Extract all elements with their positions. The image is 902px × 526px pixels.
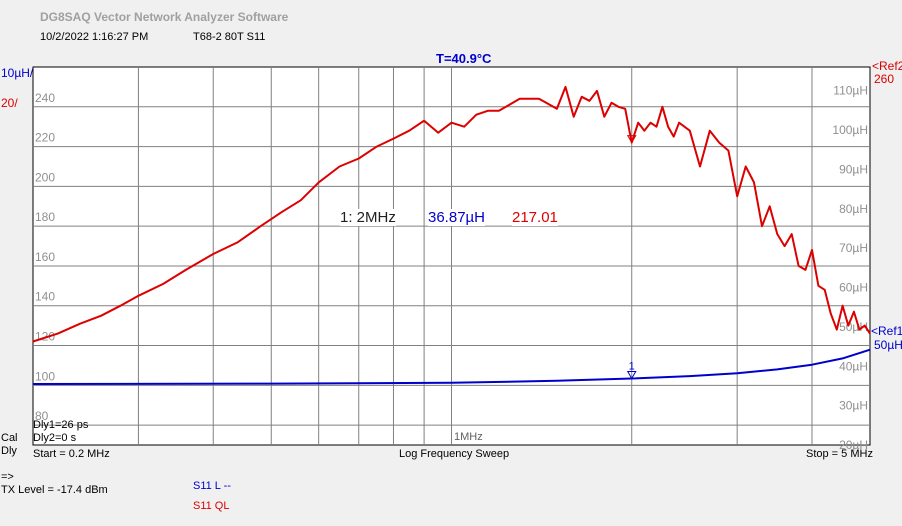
- app-title: DG8SAQ Vector Network Analyzer Software: [40, 10, 289, 24]
- legend-inductance[interactable]: S11 L --: [193, 480, 231, 492]
- dly-indicator: Dly: [1, 445, 17, 457]
- series-inductance-line: [32, 348, 871, 385]
- right-tick-label: 90µH: [839, 162, 868, 176]
- stop-frequency: Stop = 5 MHz: [806, 448, 873, 460]
- tx-level: TX Level = -17.4 dBm: [1, 484, 108, 496]
- left-tick-label: 180: [35, 210, 55, 224]
- left-tick-labels: 80 100 120 140 160 180 200 220 240: [35, 91, 55, 423]
- temperature: T=40.9°C: [436, 51, 492, 66]
- marker-triangle-ql[interactable]: [626, 135, 637, 144]
- left-scale-blue: 10µH/: [1, 66, 34, 80]
- left-tick-label: 140: [35, 290, 55, 304]
- legend-ql[interactable]: S11 QL: [193, 500, 230, 512]
- left-tick-label: 100: [35, 369, 55, 383]
- markers: 1: [626, 135, 637, 380]
- marker-readout-ql: 217.01: [512, 209, 558, 226]
- timestamp: 10/2/2022 1:16:27 PM: [40, 31, 149, 43]
- measurement-label: T68-2 80T S11: [193, 31, 266, 43]
- left-tick-label: 220: [35, 131, 55, 145]
- series: [32, 85, 871, 385]
- right-tick-label: 40µH: [839, 359, 868, 373]
- mhz-gridline-label: 1MHz: [454, 431, 483, 443]
- series-ql-line: [32, 85, 871, 343]
- right-tick-label: 100µH: [832, 123, 868, 137]
- left-tick-label: 240: [35, 91, 55, 105]
- ref1-label[interactable]: <Ref1: [871, 324, 902, 338]
- right-tick-label: 50µH: [839, 320, 868, 334]
- marker-number: 1: [629, 360, 635, 372]
- marker-readout-freq: 1: 2MHz: [340, 209, 396, 226]
- left-scale-red: 20/: [1, 96, 18, 110]
- right-tick-labels: 20µH 30µH 40µH 50µH 60µH 70µH 80µH 90µH 100µH 110…: [832, 84, 868, 452]
- delay1-readout: Dly1=26 ps: [33, 419, 89, 431]
- right-tick-label: 80µH: [839, 202, 868, 216]
- ref2-label[interactable]: <Ref2: [872, 59, 902, 73]
- left-tick-label: 80: [35, 409, 49, 423]
- ref1-value: 50µH: [874, 338, 902, 352]
- right-tick-label: 110µH: [833, 84, 868, 98]
- right-tick-label: 20µH: [839, 438, 868, 452]
- right-tick-label: 70µH: [839, 241, 868, 255]
- delay2-readout: Dly2=0 s: [33, 432, 77, 444]
- cal-indicator: Cal: [1, 432, 18, 444]
- right-tick-label: 60µH: [839, 281, 868, 295]
- ref2-value: 260: [874, 72, 895, 86]
- sweep-mode: Log Frequency Sweep: [399, 448, 510, 460]
- left-tick-label: 120: [35, 330, 55, 344]
- left-tick-label: 200: [35, 170, 55, 184]
- marker-readout-inductance: 36.87µH: [428, 209, 486, 226]
- right-tick-label: 30µH: [839, 399, 868, 413]
- start-frequency: Start = 0.2 MHz: [33, 448, 110, 460]
- marker-triangle-inductance[interactable]: [626, 370, 637, 380]
- arrow-indicator: =>: [1, 471, 14, 483]
- left-tick-label: 160: [35, 250, 55, 264]
